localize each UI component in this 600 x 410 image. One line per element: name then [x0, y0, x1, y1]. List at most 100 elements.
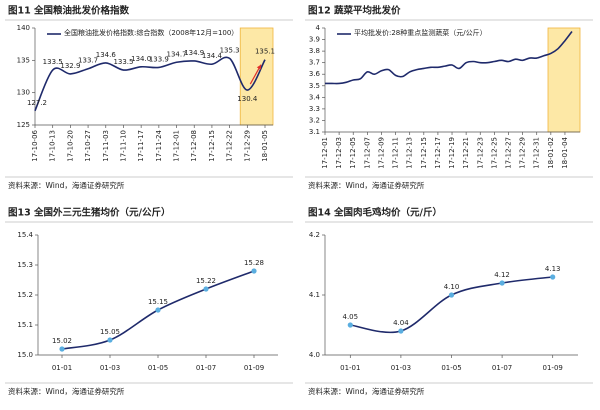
x-tick-label: 17-12-17 [434, 137, 442, 169]
arrow-head [256, 64, 261, 70]
x-tick-label: 01-05 [441, 364, 461, 372]
y-tick-label: 4.0 [309, 351, 320, 359]
x-tick-label: 17-12-19 [448, 137, 456, 169]
x-tick-label: 18-01-02 [547, 137, 555, 169]
x-tick-label: 01-09 [244, 364, 264, 372]
y-tick-label: 130 [17, 89, 30, 97]
legend-label: 平均批发价:28种重点监测蔬菜（元/公斤） [354, 29, 487, 37]
x-tick-label: 17-12-03 [335, 137, 343, 169]
data-label: 135.1 [255, 48, 275, 56]
data-label: 133.7 [78, 57, 98, 65]
y-tick-label: 3.2 [309, 116, 320, 124]
x-tick-label: 17-12-05 [349, 137, 357, 169]
data-label: 15.15 [148, 298, 168, 306]
x-tick-label: 01-07 [492, 364, 512, 372]
x-tick-label: 17-12-21 [462, 137, 470, 169]
highlight-box [547, 27, 581, 133]
data-label: 133.9 [149, 55, 169, 63]
marker [251, 268, 257, 274]
source: 资料来源：Wind，海通证券研究所 [8, 386, 125, 396]
x-tick-label: 17-10-27 [84, 130, 92, 162]
chart-title: 图13 全国外三元生猪均价（元/公斤） [8, 207, 171, 219]
x-tick-label: 17-11-10 [119, 130, 127, 162]
data-label: 4.13 [545, 265, 561, 273]
x-tick-label: 01-05 [148, 364, 168, 372]
line [325, 30, 573, 85]
x-tick-label: 18-01-05 [261, 130, 269, 162]
data-label: 133.5 [43, 58, 63, 66]
marker [550, 274, 556, 280]
chart-title: 图12 蔬菜平均批发价 [308, 5, 401, 17]
marker [59, 346, 65, 352]
y-tick-label: 4.1 [309, 291, 320, 299]
x-tick-label: 17-12-23 [476, 137, 484, 169]
data-label: 4.04 [393, 319, 409, 327]
y-tick-label: 3.8 [309, 47, 320, 55]
data-label: 15.05 [100, 328, 120, 336]
data-label: 134.4 [202, 52, 223, 60]
y-tick-label: 15.4 [17, 231, 33, 239]
y-tick-label: 140 [17, 24, 30, 32]
x-tick-label: 17-12-31 [533, 137, 541, 169]
x-tick-label: 17-11-17 [137, 130, 145, 162]
marker [203, 286, 209, 292]
data-label: 132.9 [60, 62, 80, 70]
y-tick-label: 15.1 [17, 321, 33, 329]
x-tick-label: 17-11-24 [155, 129, 163, 161]
x-tick-label: 01-03 [100, 364, 120, 372]
y-tick-label: 4.2 [309, 231, 320, 239]
data-label: 134.9 [184, 49, 204, 57]
x-tick-label: 17-12-13 [406, 137, 414, 169]
source: 资料来源：Wind，海通证券研究所 [308, 386, 425, 396]
x-tick-label: 18-01-04 [561, 136, 569, 168]
marker [448, 292, 455, 298]
x-tick-label: 01-01 [52, 364, 72, 372]
x-tick-label: 17-11-03 [102, 130, 110, 162]
y-tick-label: 4 [316, 24, 321, 32]
y-tick-label: 15.3 [17, 261, 33, 269]
y-tick-label: 3.3 [309, 105, 320, 113]
x-tick-label: 17-10-13 [49, 130, 57, 162]
x-tick-label: 17-12-15 [208, 130, 216, 162]
x-tick-label: 17-12-09 [377, 137, 385, 169]
data-label: 4.12 [494, 271, 510, 279]
data-label: 4.05 [343, 313, 359, 321]
chart-title: 图14 全国肉毛鸡均价（元/斤） [308, 207, 442, 219]
data-label: 4.10 [444, 283, 460, 291]
x-tick-label: 17-10-20 [66, 130, 74, 162]
data-label: 15.28 [244, 259, 264, 267]
y-tick-label: 3.4 [309, 93, 321, 101]
x-tick-label: 01-09 [543, 364, 563, 372]
x-tick-label: 01-01 [340, 364, 360, 372]
x-tick-label: 17-12-01 [321, 137, 329, 169]
x-tick-label: 17-10-06 [31, 129, 39, 161]
legend: 平均批发价:28种重点监测蔬菜（元/公斤） [354, 29, 487, 37]
marker [398, 328, 404, 334]
source: 资料来源：Wind，海通证券研究所 [8, 180, 125, 190]
source: 资料来源：Wind，海通证券研究所 [308, 180, 425, 190]
data-label: 127.2 [27, 99, 47, 107]
x-tick-label: 01-07 [196, 364, 216, 372]
legend: 全国粮油批发价格指数:综合指数（2008年12月=100） [64, 29, 238, 37]
x-tick-label: 17-12-01 [173, 130, 181, 162]
x-tick-label: 17-12-25 [490, 137, 498, 169]
y-tick-label: 3.6 [309, 70, 321, 78]
marker [107, 337, 113, 343]
y-tick-label: 15.2 [17, 291, 33, 299]
data-label: 135.3 [220, 46, 240, 54]
y-tick-label: 3.1 [309, 128, 320, 136]
data-label: 15.22 [196, 277, 216, 285]
line [34, 56, 266, 112]
x-tick-label: 17-12-29 [243, 130, 251, 162]
data-label: 134.6 [96, 51, 117, 59]
y-tick-label: 15.0 [17, 351, 33, 359]
marker [499, 280, 505, 286]
x-tick-label: 17-12-29 [519, 137, 527, 169]
marker [155, 307, 161, 313]
x-tick-label: 17-12-27 [504, 137, 512, 169]
x-tick-label: 17-12-07 [363, 137, 371, 169]
data-label: 15.02 [52, 337, 72, 345]
y-tick-label: 135 [17, 56, 30, 64]
y-tick-label: 3.7 [309, 59, 320, 67]
